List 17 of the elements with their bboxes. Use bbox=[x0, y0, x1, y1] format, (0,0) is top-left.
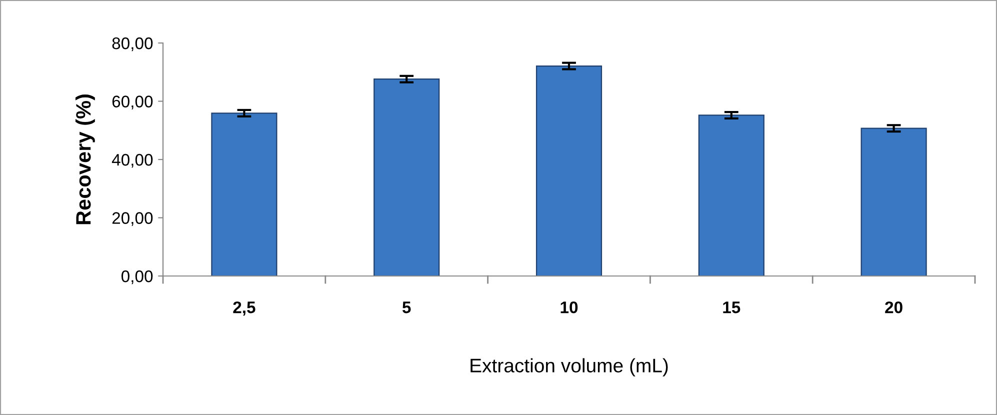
bar bbox=[860, 128, 927, 276]
y-tick-label: 40,00 bbox=[112, 154, 153, 168]
x-axis-title: Extraction volume (mL) bbox=[470, 358, 668, 376]
x-tick-label: 2,5 bbox=[233, 301, 256, 316]
x-tick-label: 20 bbox=[885, 301, 902, 314]
x-tick-label: 5 bbox=[402, 302, 411, 314]
y-tick-label: 80,00 bbox=[112, 37, 153, 52]
bar bbox=[698, 114, 764, 276]
y-tick-label: 0,00 bbox=[121, 270, 153, 284]
x-tick-label: 10 bbox=[560, 301, 578, 314]
bar bbox=[211, 112, 278, 276]
bar bbox=[536, 65, 602, 276]
bar bbox=[374, 78, 440, 276]
x-tick-label: 15 bbox=[723, 302, 740, 314]
y-tick-label: 20,00 bbox=[112, 212, 153, 226]
y-tick-label: 60,00 bbox=[112, 96, 153, 110]
y-axis-title: Recovery (%) bbox=[75, 94, 95, 224]
